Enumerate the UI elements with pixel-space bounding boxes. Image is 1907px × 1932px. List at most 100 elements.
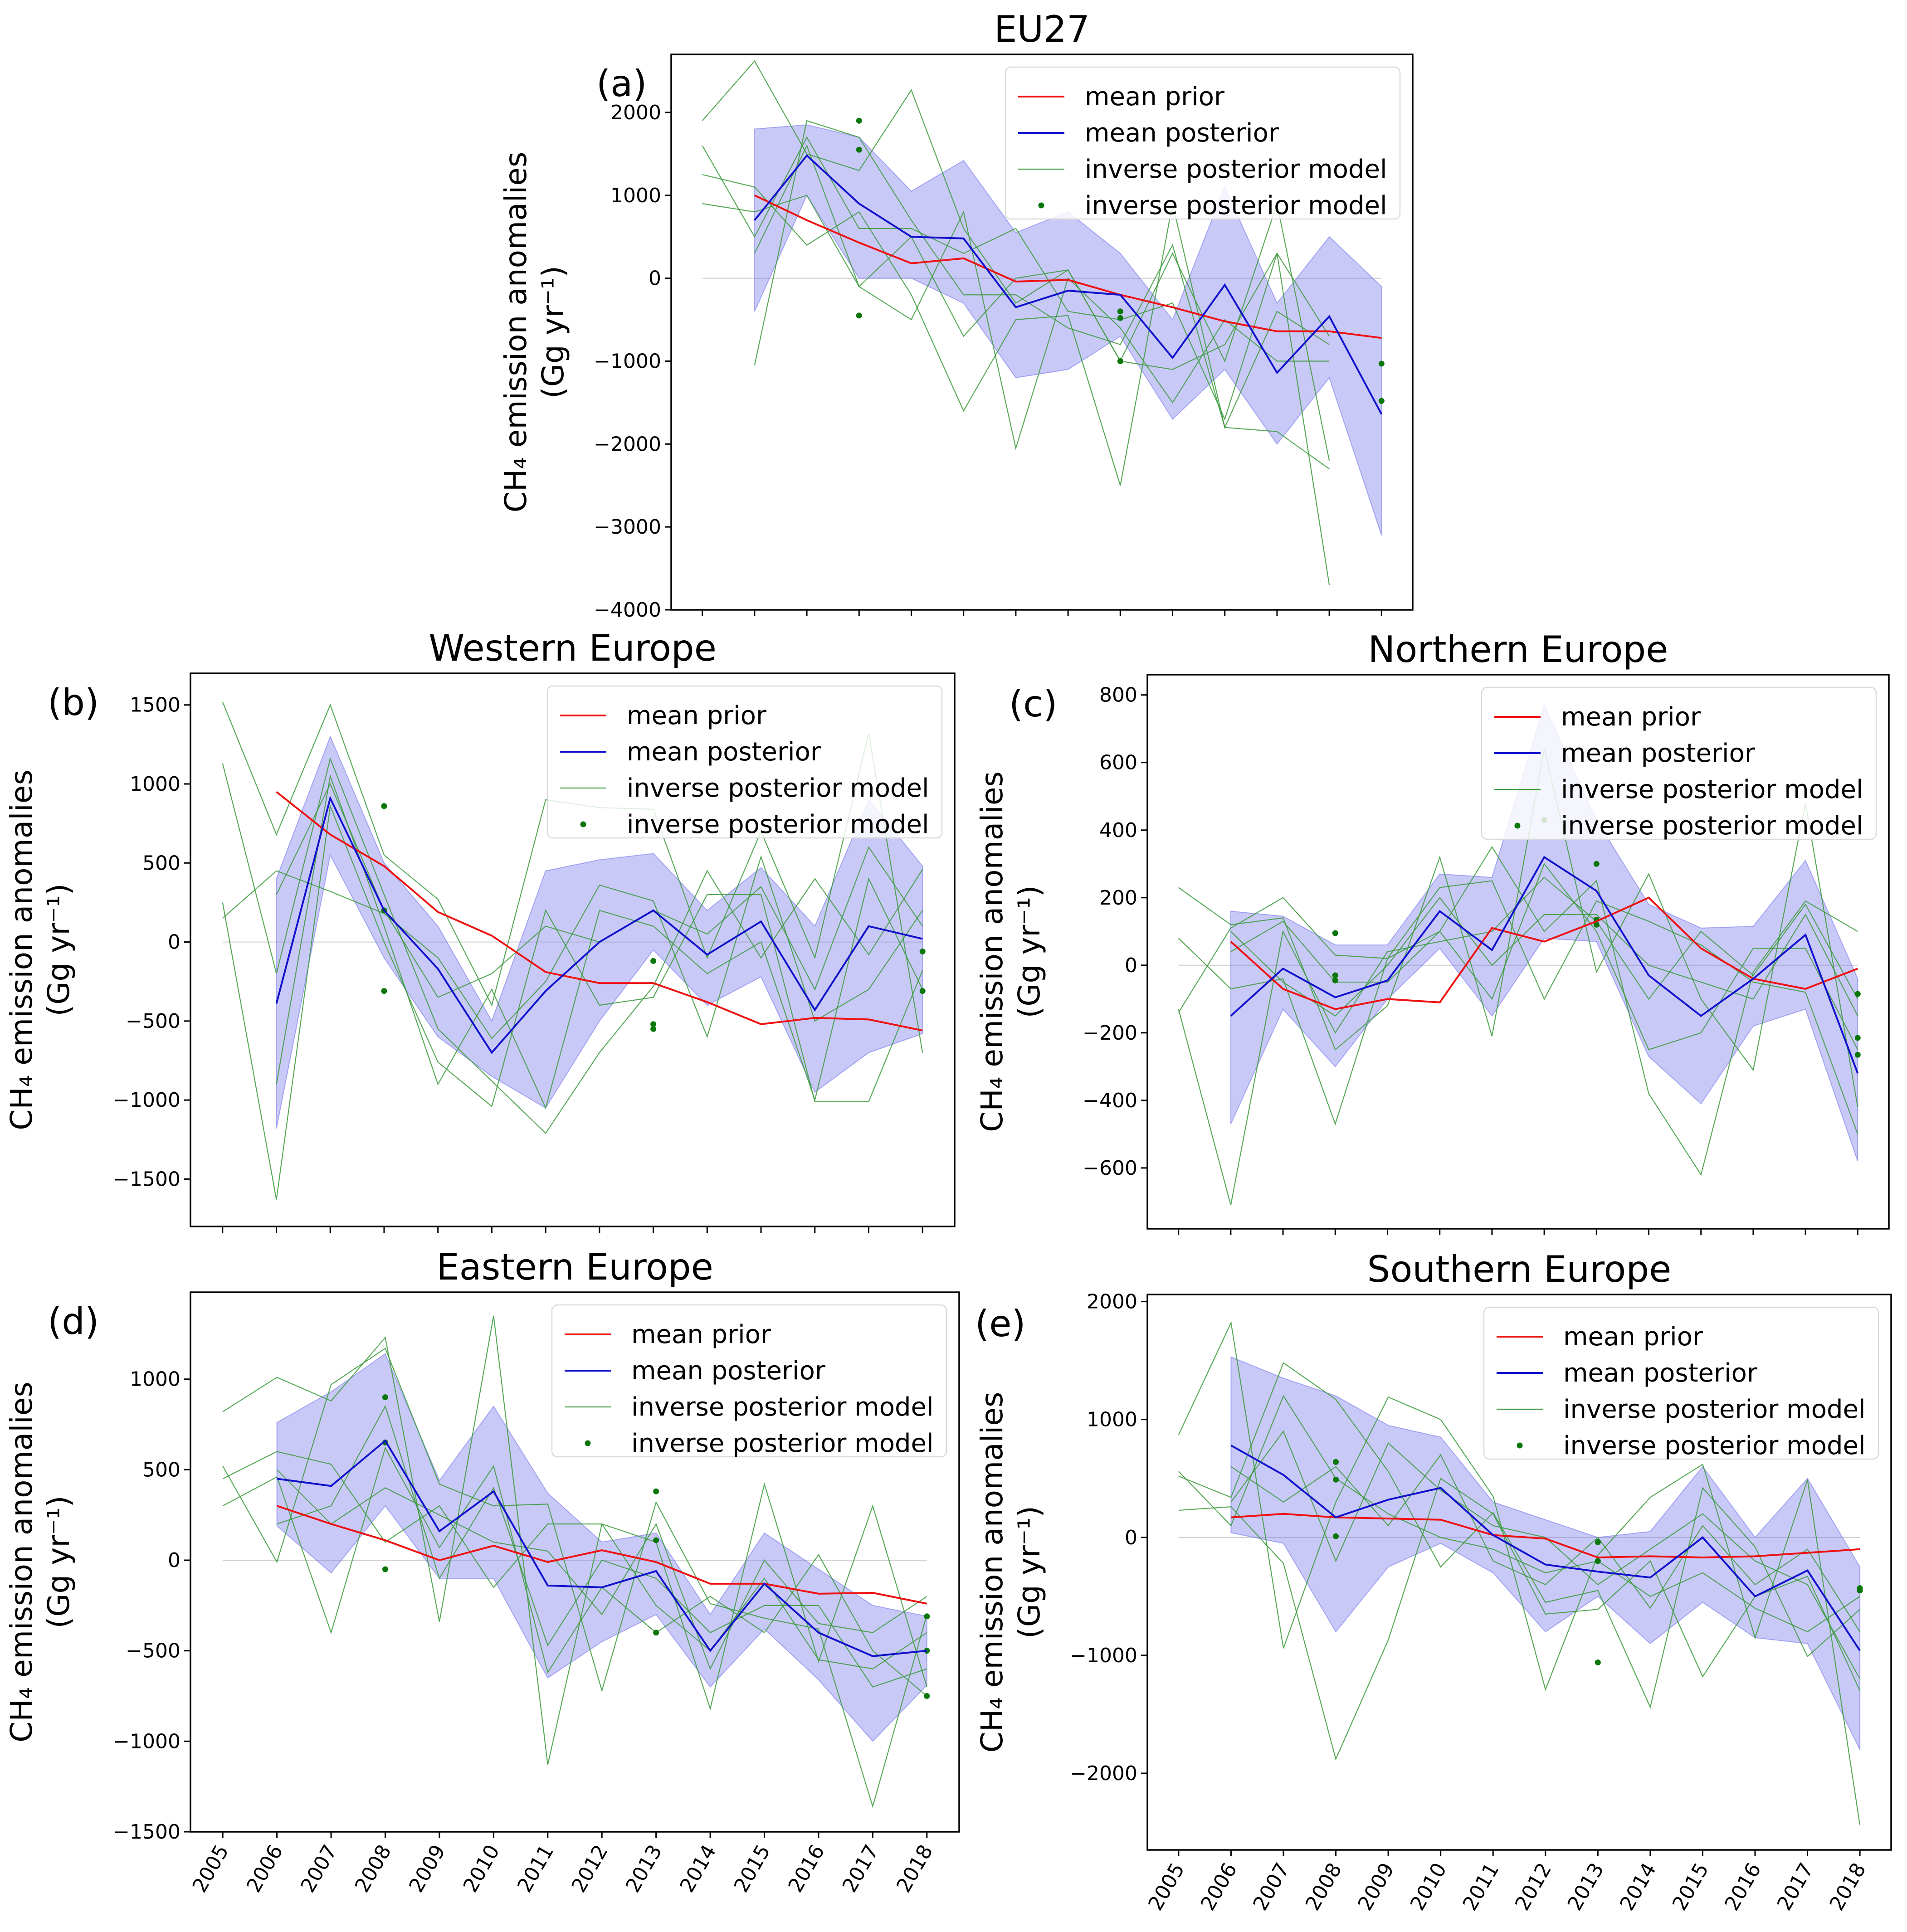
model-point: [919, 988, 926, 994]
model-point: [1857, 1587, 1863, 1594]
panel-title: EU27: [994, 8, 1090, 50]
y-tick-label: 2000: [1087, 1290, 1137, 1314]
model-point: [382, 1566, 388, 1572]
model-point: [653, 1630, 659, 1636]
legend: mean prior mean posterior inverse posterio…: [1005, 66, 1401, 220]
x-tick-label: 2005: [188, 1841, 234, 1896]
model-point: [1117, 315, 1123, 321]
model-line-6: [1230, 896, 1858, 1017]
legend-box: [1483, 1306, 1879, 1460]
x-tick-label: 2018: [892, 1841, 937, 1896]
panel-b: −1500 −1000 −500 0 500 1000 1500 Western Europe…: [4, 627, 956, 1233]
model-line-2: [1178, 846, 1858, 1176]
x-tick-label: 2015: [1668, 1859, 1713, 1914]
model-line-6: [1230, 1454, 1861, 1632]
model-point: [1332, 977, 1338, 983]
x-tick-label: 2010: [1406, 1859, 1451, 1914]
legend-box: [1481, 686, 1877, 840]
model-point: [650, 1026, 657, 1032]
y-axis-unit-label: (Gg yr⁻¹): [41, 883, 76, 1016]
model-point: [1117, 358, 1123, 364]
model-point: [924, 1693, 930, 1699]
y-axis-unit-label: (Gg yr⁻¹): [1012, 885, 1047, 1018]
posterior-uncertainty-band: [1230, 704, 1858, 1162]
legend-label: inverse posterior model: [1085, 191, 1387, 220]
y-tick-label: 400: [1099, 819, 1137, 842]
y-tick-label: −200: [1083, 1022, 1137, 1045]
legend-label: inverse posterior model: [631, 1392, 934, 1422]
panel-title: Southern Europe: [1367, 1248, 1672, 1290]
model-line-1: [702, 60, 1330, 461]
legend-box: [1005, 66, 1401, 220]
panel-label: (a): [596, 63, 647, 105]
model-line-4: [1178, 1395, 1860, 1633]
legend-label: inverse posterior model: [627, 810, 929, 839]
y-tick-label: 0: [1125, 1526, 1137, 1549]
model-point: [1595, 1558, 1601, 1564]
y-tick-label: −2000: [594, 433, 661, 456]
legend-swatch-dot: [585, 1440, 591, 1446]
legend-label: inverse posterior model: [627, 774, 929, 803]
x-tick-label: 2005: [1144, 1859, 1189, 1914]
y-tick-label: −500: [126, 1010, 180, 1033]
x-tick-label: 2008: [351, 1841, 396, 1896]
y-axis-unit-label: (Gg yr⁻¹): [536, 266, 571, 399]
model-line-3: [1178, 1478, 1861, 1761]
y-tick-label: −1500: [113, 1820, 180, 1844]
model-point: [1378, 398, 1385, 404]
panel-title: Western Europe: [429, 627, 717, 669]
model-point: [856, 312, 862, 319]
legend-label: mean prior: [1563, 1322, 1703, 1352]
y-axis-label: CH₄ emission anomalies: [975, 1392, 1010, 1753]
model-point: [381, 988, 387, 994]
x-tick-label: 2011: [1458, 1859, 1504, 1914]
model-point: [1854, 991, 1861, 997]
legend-label: inverse posterior model: [1563, 1395, 1866, 1424]
legend-label: mean prior: [1561, 702, 1701, 732]
model-line-5: [276, 774, 923, 1110]
x-tick-label: 2007: [1249, 1859, 1294, 1914]
legend-label: mean posterior: [1563, 1358, 1758, 1388]
x-tick-label: 2006: [242, 1841, 288, 1896]
x-tick-label: 2008: [1301, 1859, 1346, 1914]
x-tick-label: 2009: [405, 1841, 450, 1896]
y-tick-label: 1000: [130, 1368, 180, 1391]
x-tick-label: 2016: [784, 1841, 829, 1896]
model-line-2: [1178, 1362, 1860, 1709]
mean-posterior-line: [754, 154, 1383, 415]
panel-title: Eastern Europe: [436, 1246, 713, 1288]
y-tick-label: 1500: [130, 694, 180, 717]
legend: mean prior mean posterior inverse posterio…: [1483, 1306, 1879, 1460]
legend-label: mean prior: [1085, 82, 1225, 112]
y-tick-label: 600: [1099, 751, 1137, 774]
y-tick-label: −500: [126, 1640, 180, 1663]
model-line-5: [1230, 1430, 1861, 1679]
model-point: [1332, 930, 1338, 936]
legend-label: mean prior: [631, 1320, 771, 1349]
legend-label: mean posterior: [1085, 118, 1279, 148]
legend-label: inverse posterior model: [1085, 155, 1387, 184]
model-point: [650, 958, 657, 964]
y-tick-label: −1000: [113, 1089, 180, 1112]
model-point: [653, 1537, 659, 1543]
y-axis-unit-label: (Gg yr⁻¹): [41, 1495, 76, 1628]
legend-label: mean posterior: [627, 737, 821, 767]
model-point: [1333, 1476, 1339, 1483]
model-line-2: [702, 136, 1330, 585]
model-line-4: [702, 195, 1330, 450]
plot-area: [222, 701, 926, 1200]
x-tick-label: 2017: [838, 1841, 883, 1896]
legend-label: mean posterior: [1561, 739, 1756, 768]
mean-prior-line: [276, 1505, 927, 1605]
model-point: [1333, 1459, 1339, 1465]
y-axis-label: CH₄ emission anomalies: [975, 771, 1010, 1132]
x-tick-label: 2018: [1825, 1859, 1870, 1914]
x-tick-label: 2012: [567, 1841, 613, 1896]
x-tick-label: 2011: [513, 1841, 558, 1896]
legend-swatch-dot: [580, 821, 586, 827]
y-tick-label: 1000: [1087, 1408, 1137, 1431]
model-point: [1117, 308, 1123, 315]
y-tick-label: 1000: [130, 773, 180, 796]
model-point: [1333, 1533, 1339, 1539]
legend: mean prior mean posterior inverse posterio…: [546, 685, 943, 839]
